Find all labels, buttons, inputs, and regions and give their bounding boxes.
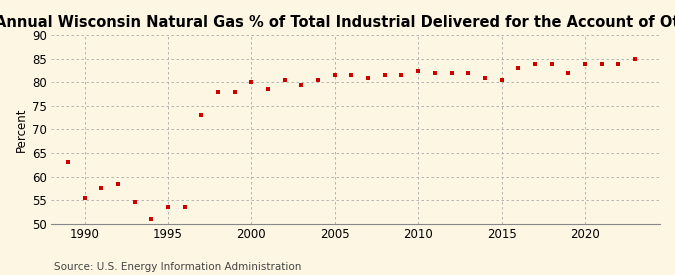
Text: Source: U.S. Energy Information Administration: Source: U.S. Energy Information Administ… <box>54 262 301 272</box>
Title: Annual Wisconsin Natural Gas % of Total Industrial Delivered for the Account of : Annual Wisconsin Natural Gas % of Total … <box>0 15 675 30</box>
Y-axis label: Percent: Percent <box>15 107 28 152</box>
